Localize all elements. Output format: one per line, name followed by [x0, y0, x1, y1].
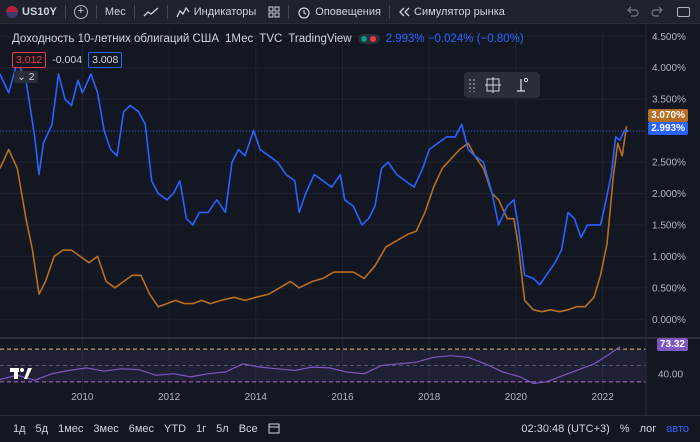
range-1m[interactable]: 1мес	[58, 423, 84, 435]
text-cursor-icon	[517, 77, 529, 92]
text-tool-button[interactable]	[510, 75, 532, 95]
grid-icon	[268, 6, 280, 17]
clock-timezone[interactable]: 02:30:48 (UTC+3)	[521, 423, 610, 435]
legend-exchange: TVC	[259, 33, 283, 45]
market-status-icon[interactable]	[357, 34, 380, 44]
y-axis-tick-label: 1.000%	[652, 252, 686, 263]
range-3m[interactable]: 3мес	[93, 423, 119, 435]
y-axis-tick-label: 4.000%	[652, 63, 686, 74]
toolbar-divider	[389, 4, 390, 19]
toolbar-divider	[166, 4, 168, 19]
bottom-right: 02:30:48 (UTC+3) % лог авто	[516, 423, 700, 435]
log-scale-toggle[interactable]: лог	[639, 423, 657, 435]
replay-label: Симулятор рынка	[414, 5, 505, 18]
x-axis-tick-label: 2020	[505, 392, 528, 403]
interval-button[interactable]: Мес	[104, 5, 126, 18]
y-axis-tick-label: 2.000%	[652, 189, 686, 200]
y-axis-tick-label: 0.500%	[652, 283, 686, 294]
x-axis-tick-label: 2012	[158, 392, 181, 403]
range-5d[interactable]: 5д	[35, 423, 49, 435]
tradingview-logo[interactable]	[10, 366, 34, 380]
toolbar-right	[619, 0, 700, 24]
rsi-line	[0, 346, 621, 385]
alerts-label: Оповещения	[315, 5, 381, 18]
floating-drawing-toolbar[interactable]	[464, 72, 540, 98]
bottom-toolbar: 1д 5д 1мес 3мес 6мес YTD 1г 5л Все 02:30…	[0, 415, 700, 442]
range-1d[interactable]: 1д	[13, 423, 26, 435]
x-axis-tick-label: 2016	[331, 392, 354, 403]
range-ytd[interactable]: YTD	[164, 423, 187, 435]
x-axis-tick-label: 2022	[592, 392, 615, 403]
indicators-label: Индикаторы	[193, 5, 257, 18]
top-toolbar: US10Y + Мес Индикаторы Оповещения Симуля…	[0, 0, 700, 24]
calendar-range-icon	[268, 423, 280, 433]
chart-area[interactable]: 4.500%4.000%3.500%3.000%2.500%2.000%1.50…	[0, 25, 700, 415]
line-chart-icon	[143, 7, 159, 16]
orange-price-tag: 3.070%	[648, 109, 688, 122]
collapse-count: 2	[28, 71, 35, 83]
range-1y[interactable]: 1г	[196, 423, 207, 435]
symbol-button[interactable]: US10Y	[0, 0, 63, 24]
undo-button[interactable]	[619, 0, 645, 24]
us-flag-icon	[6, 5, 18, 18]
x-axis-tick-label: 2014	[245, 392, 268, 403]
toolbar-divider	[95, 4, 97, 19]
y-axis-tick-label: 0.000%	[652, 315, 686, 326]
crosshair-frame-button[interactable]	[482, 75, 504, 95]
toolbar-divider	[133, 4, 135, 19]
x-axis-tick-label: 2018	[418, 392, 441, 403]
chevron-down-icon: ⌄	[17, 71, 26, 83]
redo-button[interactable]	[645, 0, 671, 24]
symbol-label: US10Y	[22, 5, 57, 18]
collapse-legend-button[interactable]: ⌄ 2	[14, 71, 38, 83]
compare-button[interactable]: +	[68, 0, 94, 24]
legend-title: Доходность 10-летних облигаций США	[12, 33, 220, 45]
y-axis-tick-label: 3.500%	[652, 95, 686, 106]
range-all[interactable]: Все	[238, 423, 258, 435]
legend-interval: 1Мес	[225, 33, 254, 45]
toolbar-divider	[64, 4, 66, 19]
range-6m[interactable]: 6мес	[128, 423, 155, 435]
drag-handle-icon[interactable]	[468, 78, 476, 92]
templates-button[interactable]	[262, 0, 286, 24]
alerts-button[interactable]: Оповещения	[291, 0, 387, 24]
y-axis-tick-label: 4.500%	[652, 32, 686, 43]
price-chart-svg[interactable]: 4.500%4.000%3.500%3.000%2.500%2.000%1.50…	[0, 25, 700, 415]
y-axis-tick-label: 1.500%	[652, 220, 686, 231]
spread-value: -0.004	[52, 54, 83, 66]
y-axis-tick-label: 2.500%	[652, 158, 686, 169]
replay-button[interactable]: Симулятор рынка	[392, 0, 511, 24]
layout-icon	[677, 6, 690, 17]
percent-scale-toggle[interactable]: %	[619, 423, 630, 435]
series-line	[0, 126, 628, 313]
chart-type-button[interactable]	[137, 0, 165, 24]
tradingview-logo-icon	[10, 368, 32, 379]
auto-scale-toggle[interactable]: авто	[666, 423, 689, 435]
x-axis-tick-label: 2010	[71, 392, 94, 403]
rsi-axis-tick-label: 40.00	[658, 370, 683, 381]
redo-icon	[651, 6, 663, 17]
indicators-icon	[176, 6, 190, 17]
alarm-clock-icon	[298, 6, 310, 19]
legend-quote: 2.993% −0.024% (−0.80%)	[385, 33, 524, 45]
bid-ask-row: 3.012 -0.004 3.008	[12, 52, 123, 68]
series-legend: Доходность 10-летних облигаций США 1Мес …	[12, 33, 524, 45]
toolbar-divider	[288, 4, 290, 19]
range-5y[interactable]: 5л	[216, 423, 229, 435]
layout-button[interactable]	[671, 0, 700, 24]
legend-source: TradingView	[288, 33, 352, 45]
undo-icon	[627, 6, 639, 17]
buy-price-button[interactable]: 3.008	[88, 52, 123, 68]
blue-price-tag: 2.993%	[648, 122, 688, 135]
indicators-button[interactable]: Индикаторы	[170, 0, 263, 24]
series-line	[0, 60, 629, 286]
sell-price-button[interactable]: 3.012	[12, 52, 47, 68]
rewind-icon	[399, 7, 410, 16]
frame-crosshair-icon	[485, 77, 501, 93]
plus-icon: +	[73, 4, 88, 19]
rsi-value-tag: 73.32	[656, 338, 688, 351]
date-range-button[interactable]	[263, 422, 285, 437]
